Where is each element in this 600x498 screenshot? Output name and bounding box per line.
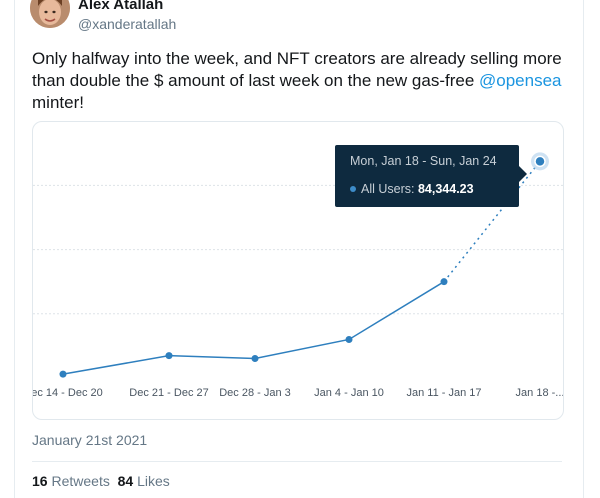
- data-point-3[interactable]: [345, 335, 353, 343]
- retweets-count: 16: [32, 473, 48, 489]
- data-points: [59, 152, 549, 378]
- author-name[interactable]: Alex Atallah: [78, 0, 164, 13]
- series-line-partial-week: [443, 160, 541, 283]
- x-tick-label: Jan 11 - Jan 17: [406, 387, 482, 399]
- tweet-text-end: minter!: [32, 93, 84, 112]
- x-tick-label: Jan 4 - Jan 10: [314, 387, 384, 399]
- likes-link[interactable]: 84 Likes: [118, 473, 170, 489]
- data-point-0[interactable]: [59, 370, 67, 378]
- tooltip-date-range: Mon, Jan 18 - Sun, Jan 24: [350, 154, 497, 168]
- tooltip-value: 84,344.23: [417, 182, 474, 196]
- chart-tooltip: Mon, Jan 18 - Sun, Jan 24 All Users: 84,…: [335, 145, 527, 207]
- tweet-date[interactable]: January 21st 2021: [32, 432, 148, 448]
- tweet-text: Only halfway into the week, and NFT crea…: [32, 48, 562, 114]
- data-point-1[interactable]: [165, 352, 173, 360]
- tooltip-series-label: All Users:: [361, 182, 415, 196]
- likes-label: Likes: [137, 473, 170, 489]
- divider: [32, 461, 562, 462]
- x-tick-label: Dec 14 - Dec 20: [32, 387, 103, 399]
- avatar[interactable]: [30, 0, 70, 28]
- tweet-text-start: Only halfway into the week, and NFT crea…: [32, 49, 562, 90]
- retweets-label: Retweets: [51, 473, 110, 489]
- series-dot-icon: [350, 186, 356, 192]
- tooltip-series-row: All Users: 84,344.23: [350, 182, 474, 196]
- data-point-2[interactable]: [251, 354, 259, 362]
- avatar-image: [30, 0, 70, 28]
- mention-link[interactable]: @opensea: [479, 71, 562, 90]
- data-point-4[interactable]: [440, 278, 448, 286]
- retweets-link[interactable]: 16 Retweets: [32, 473, 110, 489]
- data-point-5[interactable]: [534, 155, 546, 168]
- x-tick-label: Jan 18 -...: [515, 387, 564, 399]
- likes-count: 84: [117, 473, 134, 489]
- chart-image[interactable]: Mon, Jan 18 - Sun, Jan 24 All Users: 84,…: [32, 121, 564, 420]
- x-tick-label: Dec 28 - Jan 3: [219, 387, 291, 399]
- x-tick-label: Dec 21 - Dec 27: [129, 387, 209, 399]
- line-chart: [33, 152, 563, 378]
- author-handle[interactable]: @xanderatallah: [78, 16, 177, 32]
- tweet-stats: 16 Retweets 84 Likes: [32, 473, 170, 489]
- tooltip-pointer: [518, 165, 527, 183]
